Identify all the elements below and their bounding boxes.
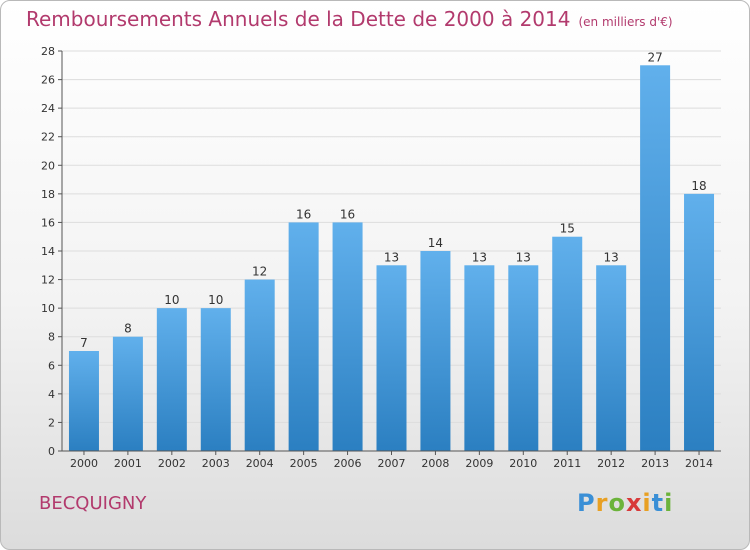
unit-label: (en milliers d'€) xyxy=(578,15,673,29)
bar-value-label: 7 xyxy=(80,336,88,350)
chart-title: Remboursements Annuels de la Dette de 20… xyxy=(26,7,673,31)
y-tick-label: 14 xyxy=(41,245,55,258)
bar-value-label: 27 xyxy=(647,50,662,64)
y-tick-label: 12 xyxy=(41,274,55,287)
x-tick-label: 2007 xyxy=(378,457,406,470)
y-tick-label: 10 xyxy=(41,302,55,315)
bar-value-label: 10 xyxy=(208,293,223,307)
logo-letter: P xyxy=(577,489,596,517)
bar xyxy=(244,279,275,451)
y-tick-label: 18 xyxy=(41,188,55,201)
bar xyxy=(508,265,539,451)
bar-value-label: 14 xyxy=(428,236,443,250)
logo-letter: i xyxy=(664,489,674,517)
x-tick-label: 2000 xyxy=(70,457,98,470)
y-tick-label: 6 xyxy=(48,359,55,372)
y-tick-label: 26 xyxy=(41,74,55,87)
y-tick-label: 28 xyxy=(41,45,55,58)
y-tick-label: 16 xyxy=(41,216,55,229)
bar xyxy=(640,65,671,452)
bar-value-label: 8 xyxy=(124,322,132,336)
bar xyxy=(156,308,187,451)
x-tick-label: 2001 xyxy=(114,457,142,470)
bar xyxy=(376,265,407,451)
bar-value-label: 10 xyxy=(164,293,179,307)
x-tick-label: 2002 xyxy=(158,457,186,470)
commune-name: BECQUIGNY xyxy=(39,493,147,514)
y-tick-label: 8 xyxy=(48,331,55,344)
logo-letter: r xyxy=(595,489,609,517)
logo-letter: t xyxy=(651,489,665,517)
logo-letter: i xyxy=(642,489,652,517)
proxiti-logo: Proxiti xyxy=(577,489,673,517)
axes xyxy=(58,50,721,455)
bar xyxy=(420,251,451,451)
bar-value-label: 13 xyxy=(472,250,487,264)
bar-value-label: 13 xyxy=(516,250,531,264)
bars xyxy=(68,65,715,452)
bar-value-label: 13 xyxy=(384,250,399,264)
bar xyxy=(332,222,363,451)
logo-letter: o xyxy=(608,489,626,517)
bar-value-label: 13 xyxy=(604,250,619,264)
x-tick-label: 2006 xyxy=(334,457,362,470)
x-tick-label: 2014 xyxy=(685,457,713,470)
bar-value-label: 12 xyxy=(252,265,267,279)
x-tick-label: 2005 xyxy=(290,457,318,470)
bar xyxy=(68,351,99,451)
x-tick-label: 2009 xyxy=(465,457,493,470)
bar-value-label: 16 xyxy=(340,207,355,221)
y-tick-label: 24 xyxy=(41,102,55,115)
bar xyxy=(200,308,231,451)
logo-letter: x xyxy=(625,489,643,517)
bar-value-label: 16 xyxy=(296,207,311,221)
y-tick-label: 2 xyxy=(48,416,55,429)
x-tick-label: 2004 xyxy=(246,457,274,470)
x-tick-label: 2003 xyxy=(202,457,230,470)
x-tick-label: 2008 xyxy=(421,457,449,470)
bar xyxy=(112,336,143,451)
x-tick-label: 2013 xyxy=(641,457,669,470)
x-tick-label: 2010 xyxy=(509,457,537,470)
title-text: Remboursements Annuels de la Dette de 20… xyxy=(26,7,571,31)
y-tick-label: 4 xyxy=(48,388,55,401)
bar-value-label: 15 xyxy=(560,222,575,236)
labels: 0246810121416182022242628720008200110200… xyxy=(41,45,713,470)
x-tick-label: 2011 xyxy=(553,457,581,470)
y-tick-label: 22 xyxy=(41,131,55,144)
bar xyxy=(552,236,583,451)
bar xyxy=(596,265,627,451)
y-tick-label: 20 xyxy=(41,159,55,172)
x-tick-label: 2012 xyxy=(597,457,625,470)
bar-value-label: 18 xyxy=(691,179,706,193)
y-tick-label: 0 xyxy=(48,445,55,458)
bar xyxy=(684,193,715,451)
bar xyxy=(464,265,495,451)
bar xyxy=(288,222,319,451)
